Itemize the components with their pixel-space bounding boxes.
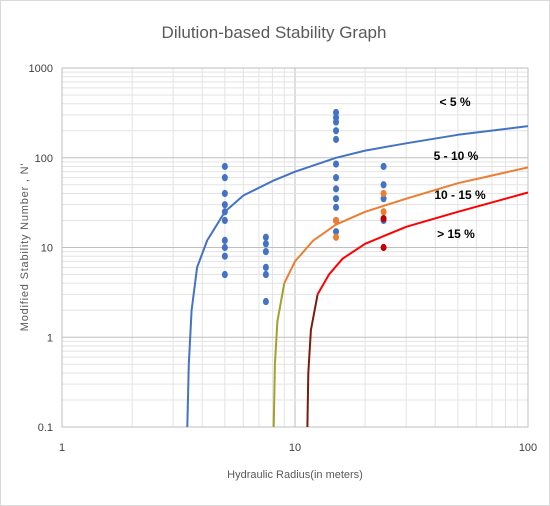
chart-title: Dilution-based Stability Graph <box>162 23 387 42</box>
boundary-curve-lower <box>306 294 319 428</box>
data-point <box>221 208 228 216</box>
boundary-curve-lower <box>186 364 190 428</box>
data-point <box>221 162 228 171</box>
x-tick-label: 10 <box>289 442 301 454</box>
data-point <box>221 252 228 260</box>
curve-label: < 5 % <box>439 95 470 109</box>
data-point <box>262 248 269 256</box>
data-point <box>221 236 228 244</box>
data-point <box>380 214 387 223</box>
data-point <box>333 228 340 236</box>
y-tick-label: 1000 <box>29 63 53 75</box>
data-point <box>333 174 340 182</box>
data-point <box>380 243 387 252</box>
data-point <box>380 208 387 216</box>
data-point <box>221 201 228 209</box>
data-point <box>333 127 340 135</box>
curve-label: 10 - 15 % <box>434 188 486 202</box>
data-point <box>333 195 340 203</box>
boundary-curve-lower <box>272 283 286 428</box>
boundary-curve <box>316 191 529 295</box>
data-point <box>221 243 228 252</box>
data-point <box>333 135 340 144</box>
curve-label: > 15 % <box>437 227 475 241</box>
y-tick-label: 1 <box>47 332 53 344</box>
data-point <box>221 174 228 182</box>
tick-labels: 1 10 100 0.1 1 10 100 1000 <box>29 63 538 454</box>
y-tick-label: 10 <box>41 243 53 255</box>
data-point <box>221 189 228 198</box>
x-tick-label: 1 <box>59 442 65 454</box>
data-point <box>380 195 387 203</box>
data-point <box>262 263 269 272</box>
data-point <box>380 189 387 198</box>
data-point <box>221 216 228 225</box>
data-point <box>333 185 340 193</box>
y-tick-label: 100 <box>35 153 53 165</box>
data-point <box>262 233 269 241</box>
curve-labels: < 5 % 5 - 10 % 10 - 15 % > 15 % <box>434 95 486 241</box>
data-point <box>333 216 340 225</box>
data-point <box>333 108 340 117</box>
data-point <box>380 181 387 189</box>
grid <box>62 68 528 427</box>
x-tick-label: 100 <box>519 442 537 454</box>
data-point <box>333 160 340 168</box>
data-point <box>380 162 387 171</box>
x-axis-label: Hydraulic Radius(in meters) <box>227 469 363 481</box>
boundary-curve <box>187 125 529 365</box>
y-axis-label: Modified Stability Number , N' <box>19 163 31 332</box>
data-point <box>221 270 228 279</box>
y-tick-label: 0.1 <box>38 422 53 434</box>
data-points <box>221 108 387 306</box>
data-point <box>262 240 269 248</box>
data-point <box>333 118 340 126</box>
data-point <box>333 233 340 241</box>
curves <box>186 125 529 428</box>
data-point <box>333 203 340 211</box>
plot-border <box>61 67 529 428</box>
curve-label: 5 - 10 % <box>434 149 479 163</box>
data-point <box>262 270 269 279</box>
boundary-curve <box>283 166 529 284</box>
data-point <box>262 297 269 306</box>
